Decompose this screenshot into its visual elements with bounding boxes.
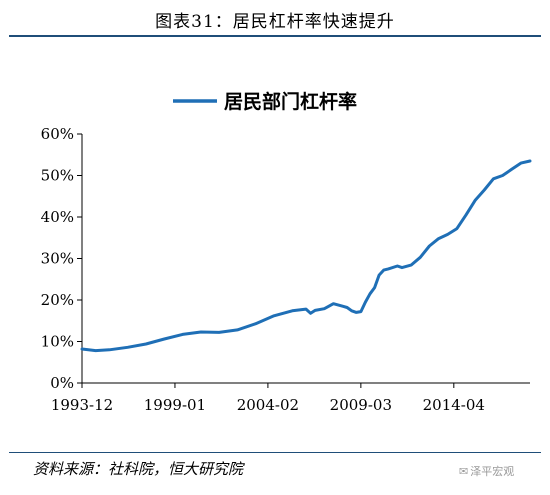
y-axis: 0% 10% 20% 30% 40% 50% 60%	[41, 125, 83, 392]
watermark-text: 泽平宏观	[470, 465, 515, 478]
x-tick-label: 2009-03	[330, 396, 392, 414]
x-tick-label: 2004-02	[237, 396, 299, 414]
source-note: 资料来源：社科院，恒大研究院	[33, 460, 244, 478]
figure-title: 图表31：居民杠杆率快速提升	[155, 12, 395, 32]
y-tick-label: 60%	[41, 125, 74, 143]
title-divider	[9, 35, 541, 37]
legend-label: 居民部门杠杆率	[224, 90, 357, 113]
x-tick-label: 1993-12	[51, 396, 113, 414]
wechat-icon: ✉	[459, 465, 469, 478]
x-axis: 1993-12 1999-01 2004-02 2009-03 2014-04	[51, 382, 530, 414]
chart-legend: 居民部门杠杆率	[173, 90, 357, 113]
series-layer	[80, 159, 532, 353]
y-tick-label: 30%	[41, 250, 74, 268]
y-tick-label: 20%	[41, 291, 74, 309]
y-tick-label: 0%	[50, 374, 74, 392]
x-tick-label: 2014-04	[423, 396, 485, 414]
y-tick-label: 50%	[41, 167, 74, 185]
y-tick-label: 10%	[41, 333, 74, 351]
series-line-household-leverage	[80, 159, 532, 353]
x-tick-label: 1999-01	[144, 396, 206, 414]
y-tick-label: 40%	[41, 208, 74, 226]
watermark: ✉ 泽平宏观	[459, 463, 514, 479]
footer-divider	[9, 452, 541, 453]
chart-area: 居民部门杠杆率 0% 10% 20% 30% 40% 50% 60% 1993-12 1999…	[41, 90, 532, 414]
